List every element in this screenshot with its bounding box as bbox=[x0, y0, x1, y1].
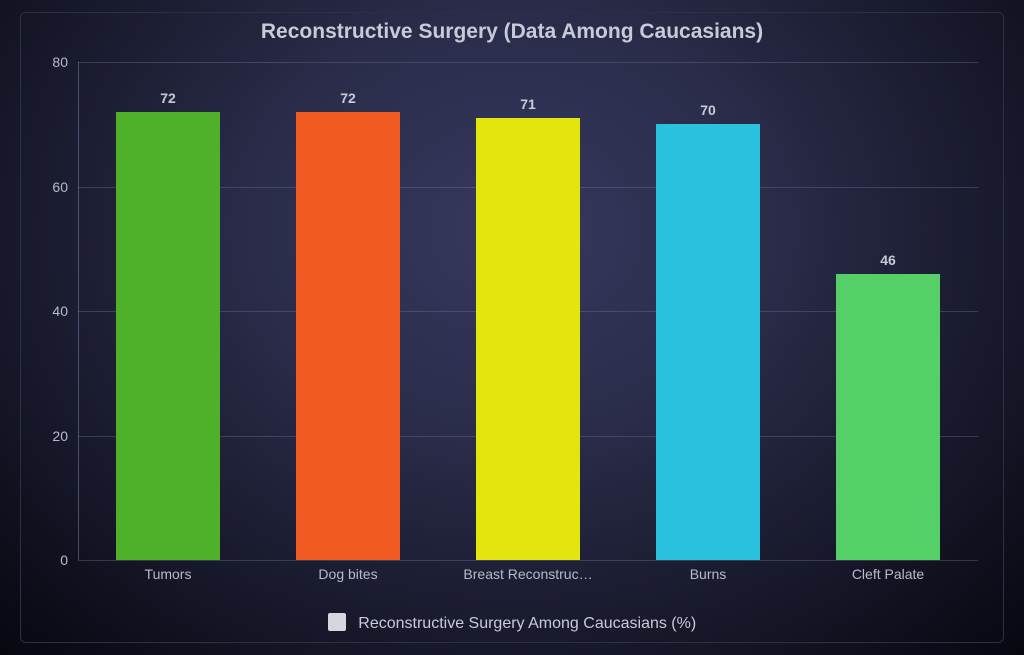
legend: Reconstructive Surgery Among Caucasians … bbox=[0, 613, 1024, 633]
x-tick-label: Dog bites bbox=[318, 566, 377, 582]
bar-value-label: 72 bbox=[160, 90, 176, 106]
bar: 46 bbox=[836, 274, 940, 560]
bar-value-label: 72 bbox=[340, 90, 356, 106]
y-tick-label: 0 bbox=[28, 552, 68, 568]
bar-value-label: 70 bbox=[700, 102, 716, 118]
x-tick-label: Breast Reconstruc… bbox=[463, 566, 592, 582]
y-tick-label: 80 bbox=[28, 54, 68, 70]
x-tick-label: Burns bbox=[690, 566, 727, 582]
x-tick-label: Cleft Palate bbox=[852, 566, 924, 582]
x-tick-label: Tumors bbox=[145, 566, 192, 582]
y-tick-label: 60 bbox=[28, 179, 68, 195]
legend-swatch bbox=[328, 613, 346, 631]
grid-line bbox=[78, 560, 978, 561]
chart-title: Reconstructive Surgery (Data Among Cauca… bbox=[0, 20, 1024, 44]
y-tick-label: 40 bbox=[28, 303, 68, 319]
bars-layer: 7272717046 bbox=[78, 62, 978, 560]
bar-value-label: 71 bbox=[520, 96, 536, 112]
bar: 71 bbox=[476, 118, 580, 560]
bar-value-label: 46 bbox=[880, 252, 896, 268]
x-axis-labels: Tumors Dog bites Breast Reconstruc… Burns Cl… bbox=[78, 566, 978, 590]
y-tick-label: 20 bbox=[28, 428, 68, 444]
plot-area: 020406080 7272717046 bbox=[78, 62, 978, 560]
bar: 72 bbox=[296, 112, 400, 560]
bar: 70 bbox=[656, 124, 760, 560]
legend-label: Reconstructive Surgery Among Caucasians … bbox=[358, 615, 696, 632]
bar: 72 bbox=[116, 112, 220, 560]
